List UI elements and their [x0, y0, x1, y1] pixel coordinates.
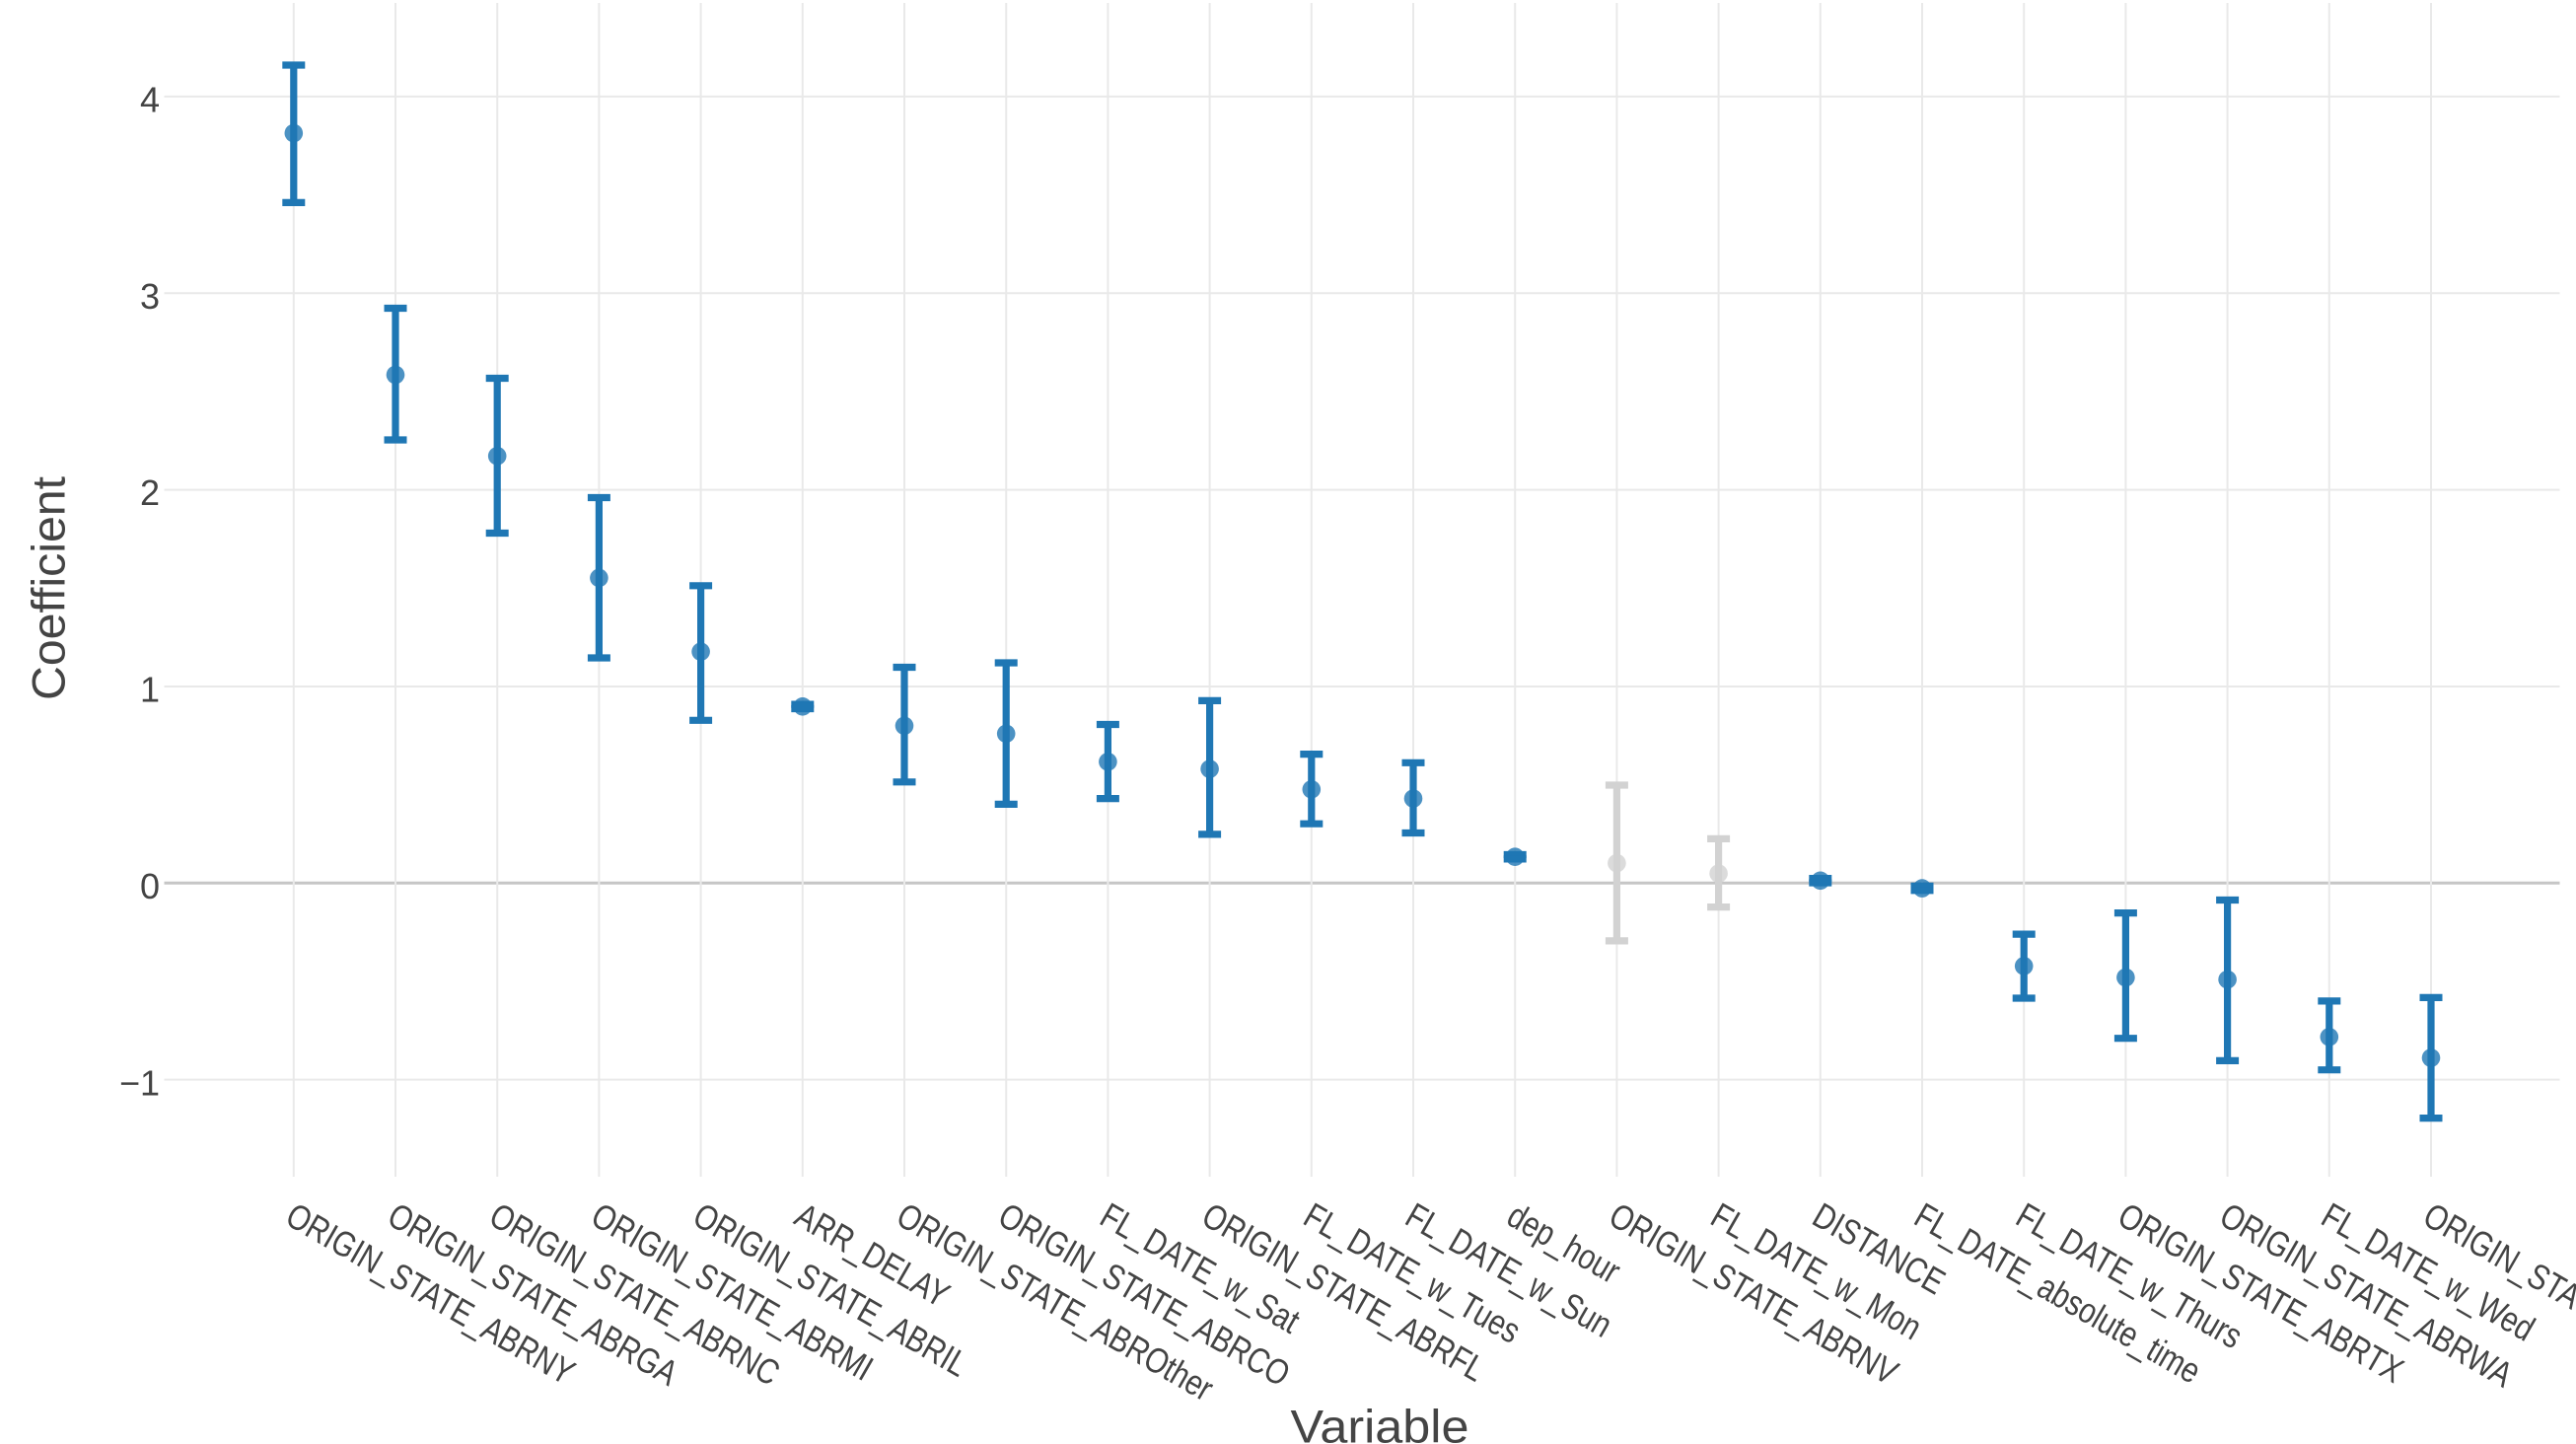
svg-text:Coefficient: Coefficient	[23, 476, 75, 700]
svg-text:3: 3	[140, 276, 160, 317]
svg-text:0: 0	[140, 866, 160, 906]
svg-text:Variable: Variable	[1291, 1401, 1469, 1444]
svg-text:1: 1	[140, 670, 160, 710]
svg-text:4: 4	[140, 80, 160, 120]
svg-text:−1: −1	[119, 1062, 160, 1103]
svg-text:2: 2	[140, 472, 160, 513]
